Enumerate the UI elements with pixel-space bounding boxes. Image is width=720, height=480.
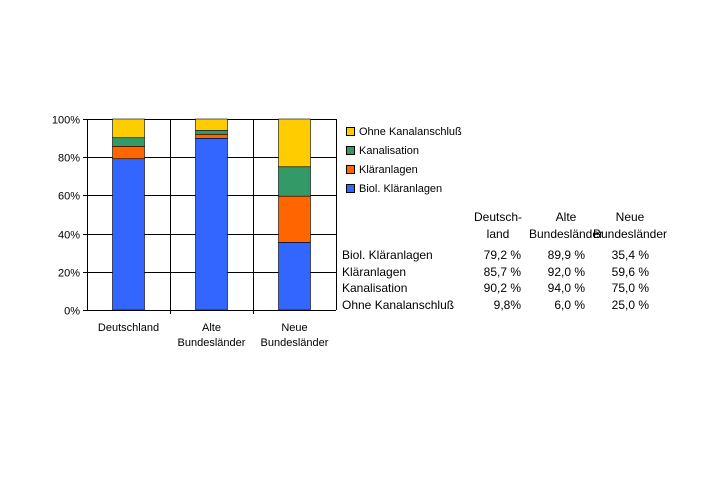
x-tick-label: Neue xyxy=(281,322,307,334)
bar-segment xyxy=(112,146,145,160)
row-label: Kanalisation xyxy=(342,281,408,295)
legend-label: Biol. Kläranlagen xyxy=(359,182,443,195)
x-tick-label: Bundesländer xyxy=(178,337,246,349)
bar-segment xyxy=(278,242,311,311)
legend-item: Ohne Kanalanschluß xyxy=(346,122,462,141)
cell: 90,2 % xyxy=(483,281,521,295)
x-tick-label: Alte xyxy=(202,322,221,334)
legend-swatch xyxy=(346,165,355,174)
bar-segment xyxy=(195,130,228,135)
header-alte: Alte Bundesländer xyxy=(521,209,611,243)
cell: 89,9 % xyxy=(547,248,585,262)
cell: 92,0 % xyxy=(547,264,585,279)
legend-label: Kanalisation xyxy=(359,144,419,157)
cell: 85,7 % xyxy=(483,264,521,279)
cell: 35,4 % xyxy=(611,248,649,262)
y-tick-label: 20% xyxy=(58,268,80,280)
x-tick-label: Bundesländer xyxy=(261,337,329,349)
legend-item: Kläranlagen xyxy=(346,160,462,179)
row-label: Ohne Kanalanschluß xyxy=(342,297,455,312)
legend-swatch xyxy=(346,127,355,136)
cell: 6,0 % xyxy=(554,297,585,312)
row-label: Kläranlagen xyxy=(342,264,407,279)
header-line: Alte xyxy=(555,210,577,224)
y-tick-label: 40% xyxy=(58,230,80,242)
bar-segment xyxy=(278,118,311,168)
bar-segment xyxy=(195,118,228,131)
y-tick-label: 60% xyxy=(58,191,80,203)
bar-segment xyxy=(112,158,145,311)
header-line: Deutsch- xyxy=(473,210,523,224)
cell: 75,0 % xyxy=(611,281,649,295)
bar-segment xyxy=(112,137,145,147)
chart-legend: Ohne Kanalanschluß Kanalisation Kläranla… xyxy=(346,122,462,198)
bar-segment xyxy=(195,137,228,311)
legend-swatch xyxy=(346,184,355,193)
bar-segment xyxy=(112,118,145,139)
legend-label: Kläranlagen xyxy=(359,163,418,176)
header-line: Neue xyxy=(615,210,645,224)
header-line: Bundesländer xyxy=(528,227,604,241)
cell: 25,0 % xyxy=(611,297,649,312)
legend-swatch xyxy=(346,146,355,155)
legend-item: Biol. Kläranlagen xyxy=(346,179,462,198)
y-tick-label: 100% xyxy=(52,115,80,127)
row-label: Biol. Kläranlagen xyxy=(342,248,433,262)
legend-item: Kanalisation xyxy=(346,141,462,160)
header-line: land xyxy=(486,227,510,241)
cell: 9,8% xyxy=(493,297,521,312)
y-tick-label: 80% xyxy=(58,153,80,165)
x-tick-label: Deutschland xyxy=(98,322,159,334)
cell: 59,6 % xyxy=(611,264,649,279)
y-tick-label: 0% xyxy=(64,306,80,318)
cell: 94,0 % xyxy=(547,281,585,295)
bar-segment xyxy=(195,133,228,139)
header-neue: Neue Bundesländer xyxy=(585,209,675,243)
bar-segment xyxy=(278,166,311,197)
header-line: Bundesländer xyxy=(592,227,668,241)
bar-segment xyxy=(278,195,311,243)
cell: 79,2 % xyxy=(483,248,521,262)
legend-label: Ohne Kanalanschluß xyxy=(359,125,462,138)
header-deutschland: Deutsch- land xyxy=(453,209,543,243)
